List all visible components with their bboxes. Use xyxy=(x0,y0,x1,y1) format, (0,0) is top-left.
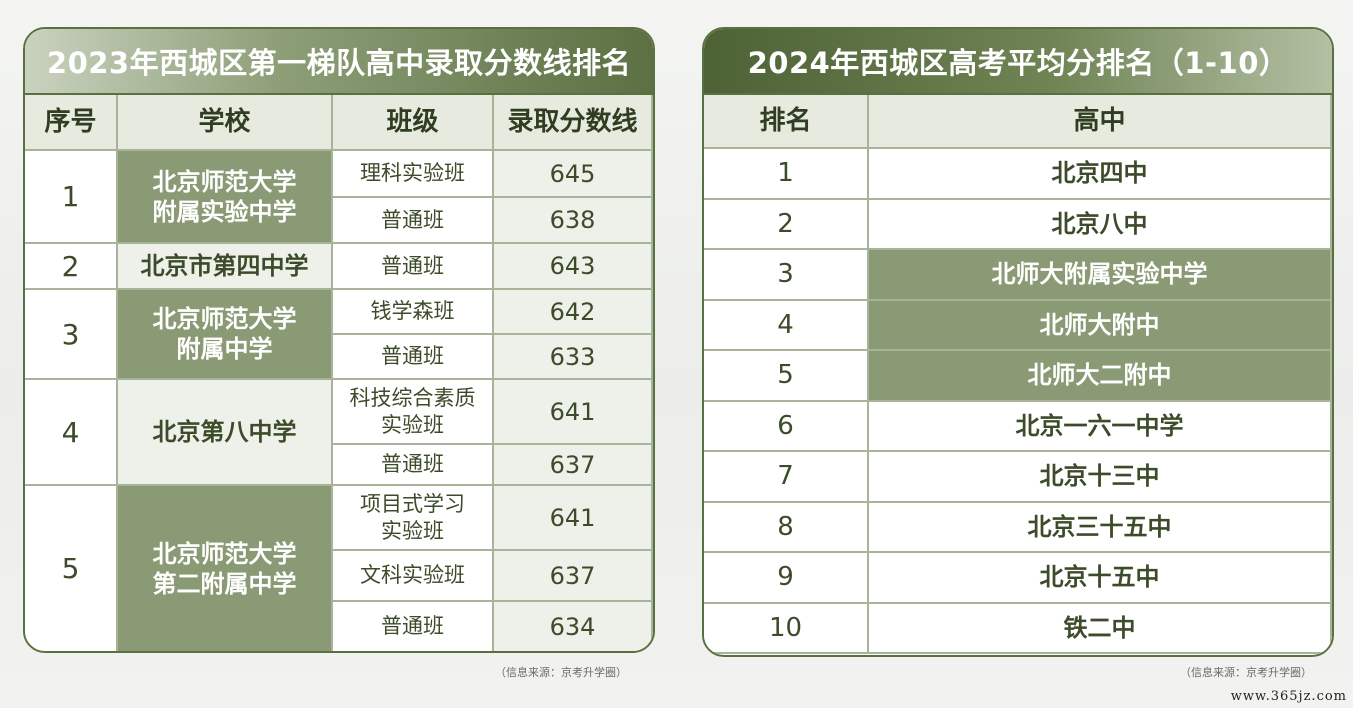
exam-average-ranking-table: 2024年西城区高考平均分排名（1-10） 排名 高中 1 北京四中 2 北京八中 3 北师大… xyxy=(702,27,1334,657)
rank-number: 4 xyxy=(704,300,869,351)
admission-score: 633 xyxy=(494,335,653,380)
school-name: 北京八中 xyxy=(869,199,1332,250)
school-name: 铁二中 xyxy=(869,603,1332,654)
header-no: 序号 xyxy=(25,95,118,151)
right-table-grid: 排名 高中 1 北京四中 2 北京八中 3 北师大附属实验中学 4 北师大附中 5 北师大二附中 6 北京… xyxy=(704,95,1332,655)
class-name: 项目式学习 实验班 xyxy=(333,486,494,551)
rank-number: 2 xyxy=(25,244,118,290)
site-watermark: www.365jz.com xyxy=(1230,689,1347,704)
school-name: 北师大二附中 xyxy=(869,351,1332,402)
header-school: 学校 xyxy=(118,95,333,151)
left-table-grid: 序号 学校 班级 录取分数线 1 北京师范大学 附属实验中学 理科实验班 645 普通班 638 2 北… xyxy=(25,95,653,651)
school-name: 北师大附中 xyxy=(869,300,1332,351)
school-name: 北京师范大学 附属实验中学 xyxy=(118,151,333,244)
right-source-note: （信息来源：京考升学圈） xyxy=(1180,666,1312,679)
rank-number: 3 xyxy=(25,290,118,380)
left-source-note: （信息来源：京考升学圈） xyxy=(495,666,627,679)
class-name: 科技综合素质 实验班 xyxy=(333,380,494,445)
class-name: 普通班 xyxy=(333,198,494,244)
school-name: 北京十五中 xyxy=(869,553,1332,604)
school-name: 北京三十五中 xyxy=(869,502,1332,553)
rank-number: 10 xyxy=(704,603,869,654)
rank-number: 5 xyxy=(25,486,118,651)
admission-score: 637 xyxy=(494,445,653,486)
class-name: 普通班 xyxy=(333,602,494,651)
school-name: 北京师范大学 附属中学 xyxy=(118,290,333,380)
class-name: 文科实验班 xyxy=(333,551,494,602)
header-score: 录取分数线 xyxy=(494,95,653,151)
class-name: 普通班 xyxy=(333,445,494,486)
school-name: 北京第八中学 xyxy=(118,380,333,486)
admission-score: 638 xyxy=(494,198,653,244)
school-name: 北京十三中 xyxy=(869,452,1332,503)
rank-number: 1 xyxy=(704,149,869,200)
right-table-title: 2024年西城区高考平均分排名（1-10） xyxy=(704,29,1332,95)
rank-number: 1 xyxy=(25,151,118,244)
school-name: 北京四中 xyxy=(869,149,1332,200)
class-name: 钱学森班 xyxy=(333,290,494,335)
admission-score: 641 xyxy=(494,380,653,445)
rank-number: 2 xyxy=(704,199,869,250)
admission-score: 642 xyxy=(494,290,653,335)
rank-number: 7 xyxy=(704,452,869,503)
rank-number: 8 xyxy=(704,502,869,553)
rank-number: 5 xyxy=(704,351,869,402)
class-name: 普通班 xyxy=(333,244,494,290)
class-name: 理科实验班 xyxy=(333,151,494,198)
admission-score: 634 xyxy=(494,602,653,651)
rank-number: 9 xyxy=(704,553,869,604)
school-name: 北京师范大学 第二附属中学 xyxy=(118,486,333,651)
school-name: 北京一六一中学 xyxy=(869,401,1332,452)
school-name: 北京市第四中学 xyxy=(118,244,333,290)
class-name: 普通班 xyxy=(333,335,494,380)
header-rank: 排名 xyxy=(704,95,869,149)
rank-number: 6 xyxy=(704,401,869,452)
admission-score: 643 xyxy=(494,244,653,290)
admission-score: 637 xyxy=(494,551,653,602)
admission-score-table: 2023年西城区第一梯队高中录取分数线排名 序号 学校 班级 录取分数线 1 北京师范大学… xyxy=(23,27,655,653)
rank-number: 3 xyxy=(704,250,869,301)
header-school: 高中 xyxy=(869,95,1332,149)
school-name: 北师大附属实验中学 xyxy=(869,250,1332,301)
admission-score: 645 xyxy=(494,151,653,198)
admission-score: 641 xyxy=(494,486,653,551)
header-class: 班级 xyxy=(333,95,494,151)
rank-number: 4 xyxy=(25,380,118,486)
left-table-title: 2023年西城区第一梯队高中录取分数线排名 xyxy=(25,29,653,95)
